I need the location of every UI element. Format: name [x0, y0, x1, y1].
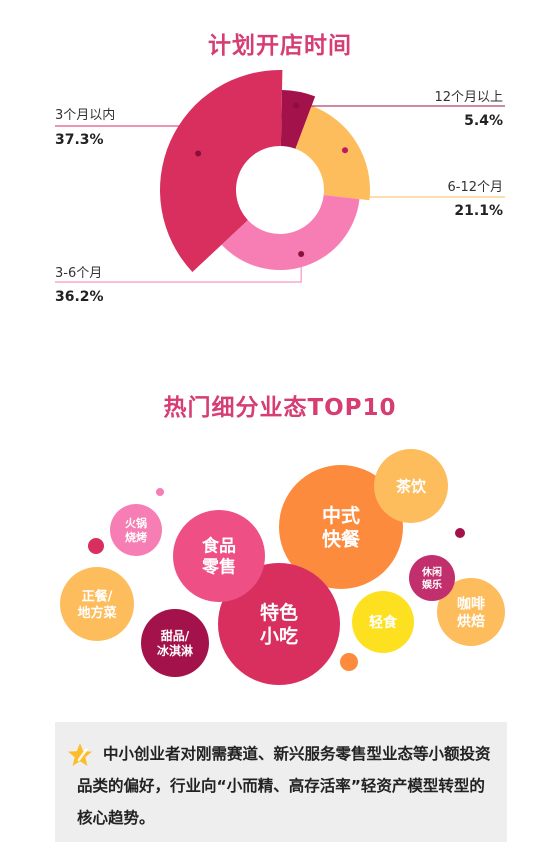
decor-dot	[88, 538, 104, 554]
bubble-label: 冰淇淋	[157, 643, 193, 658]
donut-slice-12个月以上	[280, 90, 316, 149]
bubble-甜品/冰淇淋	[141, 609, 209, 677]
bubble-label: 特色	[260, 601, 298, 624]
bubble-休闲娱乐	[409, 555, 455, 601]
bubble-label: 茶饮	[396, 477, 427, 495]
leader-dot-3-6个月	[298, 250, 305, 257]
donut-chart	[55, 70, 505, 283]
donut-chart-title: 计划开店时间	[208, 33, 352, 59]
leader-line-6-12个月	[344, 150, 505, 198]
summary-note-text: 中小创业者对刚需赛道、新兴服务零售型业态等小额投资品类的偏好，行业向“小而精、高…	[77, 745, 491, 827]
donut-label-12个月以上: 12个月以上	[434, 90, 503, 105]
bubble-label: 娱乐	[422, 578, 442, 591]
bubble-label: 休闲	[421, 565, 442, 578]
bubble-label: 中式	[322, 504, 360, 527]
decor-dot	[340, 653, 358, 671]
decor-dot	[156, 488, 164, 496]
bubble-label: 食品	[202, 535, 236, 556]
bubble-食品零售	[173, 510, 265, 602]
bubble-chart-title: 热门细分业态TOP10	[163, 395, 397, 421]
bubble-label: 甜品/	[161, 628, 190, 643]
donut-value-12个月以上: 5.4%	[464, 113, 503, 129]
bubble-特色小吃	[218, 563, 340, 685]
donut-slice-3-6个月	[221, 195, 360, 270]
bubble-正餐/地方菜	[60, 567, 134, 641]
donut-label-3-6个月: 3-6个月	[55, 266, 103, 281]
bubble-label: 烧烤	[125, 530, 147, 544]
donut-value-3个月以内: 37.3%	[55, 132, 104, 148]
bubble-label: 快餐	[322, 528, 361, 551]
bubble-label: 烘焙	[457, 613, 485, 630]
bubble-label: 咖啡	[457, 595, 485, 612]
leader-line-3-6个月	[55, 253, 302, 283]
bubble-茶饮	[374, 449, 448, 523]
bubble-label: 火锅	[125, 516, 147, 530]
donut-slice-3个月以内	[159, 70, 283, 273]
donut-value-3-6个月: 36.2%	[55, 289, 104, 305]
bubble-轻食	[352, 591, 414, 653]
star-pen-icon	[68, 743, 92, 766]
bubble-中式快餐	[279, 465, 403, 589]
bubble-label: 正餐/	[82, 589, 113, 605]
bubble-label: 小吃	[260, 625, 298, 648]
leader-dot-3个月以内	[195, 150, 202, 157]
decor-dot	[455, 528, 465, 538]
donut-value-6-12个月: 21.1%	[454, 203, 503, 219]
leader-line-3个月以内	[55, 125, 199, 154]
donut-slice-6-12个月	[295, 105, 370, 201]
donut-label-6-12个月: 6-12个月	[447, 180, 503, 195]
leader-dot-12个月以上	[293, 102, 300, 109]
leader-dot-6-12个月	[342, 147, 349, 154]
bubble-咖啡烘焙	[437, 578, 505, 646]
summary-note: 中小创业者对刚需赛道、新兴服务零售型业态等小额投资品类的偏好，行业向“小而精、高…	[55, 722, 507, 842]
bubble-label: 轻食	[369, 614, 398, 631]
bubble-label: 地方菜	[77, 605, 116, 621]
donut-label-3个月以内: 3个月以内	[55, 108, 116, 123]
bubble-label: 零售	[201, 557, 236, 578]
bubble-火锅烧烤	[110, 504, 162, 556]
